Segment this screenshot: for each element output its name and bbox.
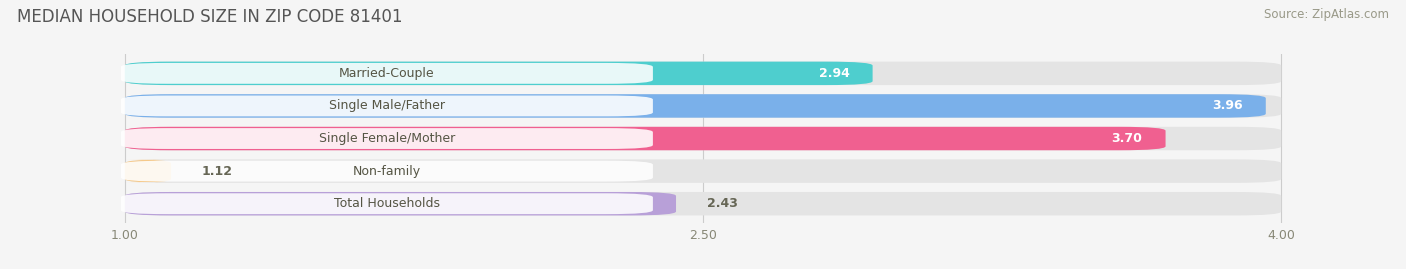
FancyBboxPatch shape	[125, 94, 1265, 118]
Text: Source: ZipAtlas.com: Source: ZipAtlas.com	[1264, 8, 1389, 21]
Text: MEDIAN HOUSEHOLD SIZE IN ZIP CODE 81401: MEDIAN HOUSEHOLD SIZE IN ZIP CODE 81401	[17, 8, 402, 26]
FancyBboxPatch shape	[125, 192, 1281, 215]
Text: Total Households: Total Households	[333, 197, 440, 210]
FancyBboxPatch shape	[125, 62, 873, 85]
FancyBboxPatch shape	[125, 192, 676, 215]
Text: 3.70: 3.70	[1112, 132, 1143, 145]
FancyBboxPatch shape	[125, 160, 172, 183]
Text: Non-family: Non-family	[353, 165, 420, 178]
FancyBboxPatch shape	[121, 193, 652, 214]
FancyBboxPatch shape	[121, 128, 652, 149]
Text: 2.94: 2.94	[818, 67, 849, 80]
FancyBboxPatch shape	[125, 94, 1281, 118]
Text: 2.43: 2.43	[707, 197, 738, 210]
FancyBboxPatch shape	[121, 161, 652, 182]
Text: 3.96: 3.96	[1212, 100, 1243, 112]
FancyBboxPatch shape	[121, 63, 652, 84]
Text: Single Male/Father: Single Male/Father	[329, 100, 444, 112]
FancyBboxPatch shape	[121, 95, 652, 116]
FancyBboxPatch shape	[125, 127, 1281, 150]
Text: Married-Couple: Married-Couple	[339, 67, 434, 80]
FancyBboxPatch shape	[125, 160, 1281, 183]
Text: 1.12: 1.12	[202, 165, 233, 178]
FancyBboxPatch shape	[125, 62, 1281, 85]
Text: Single Female/Mother: Single Female/Mother	[319, 132, 456, 145]
FancyBboxPatch shape	[125, 127, 1166, 150]
